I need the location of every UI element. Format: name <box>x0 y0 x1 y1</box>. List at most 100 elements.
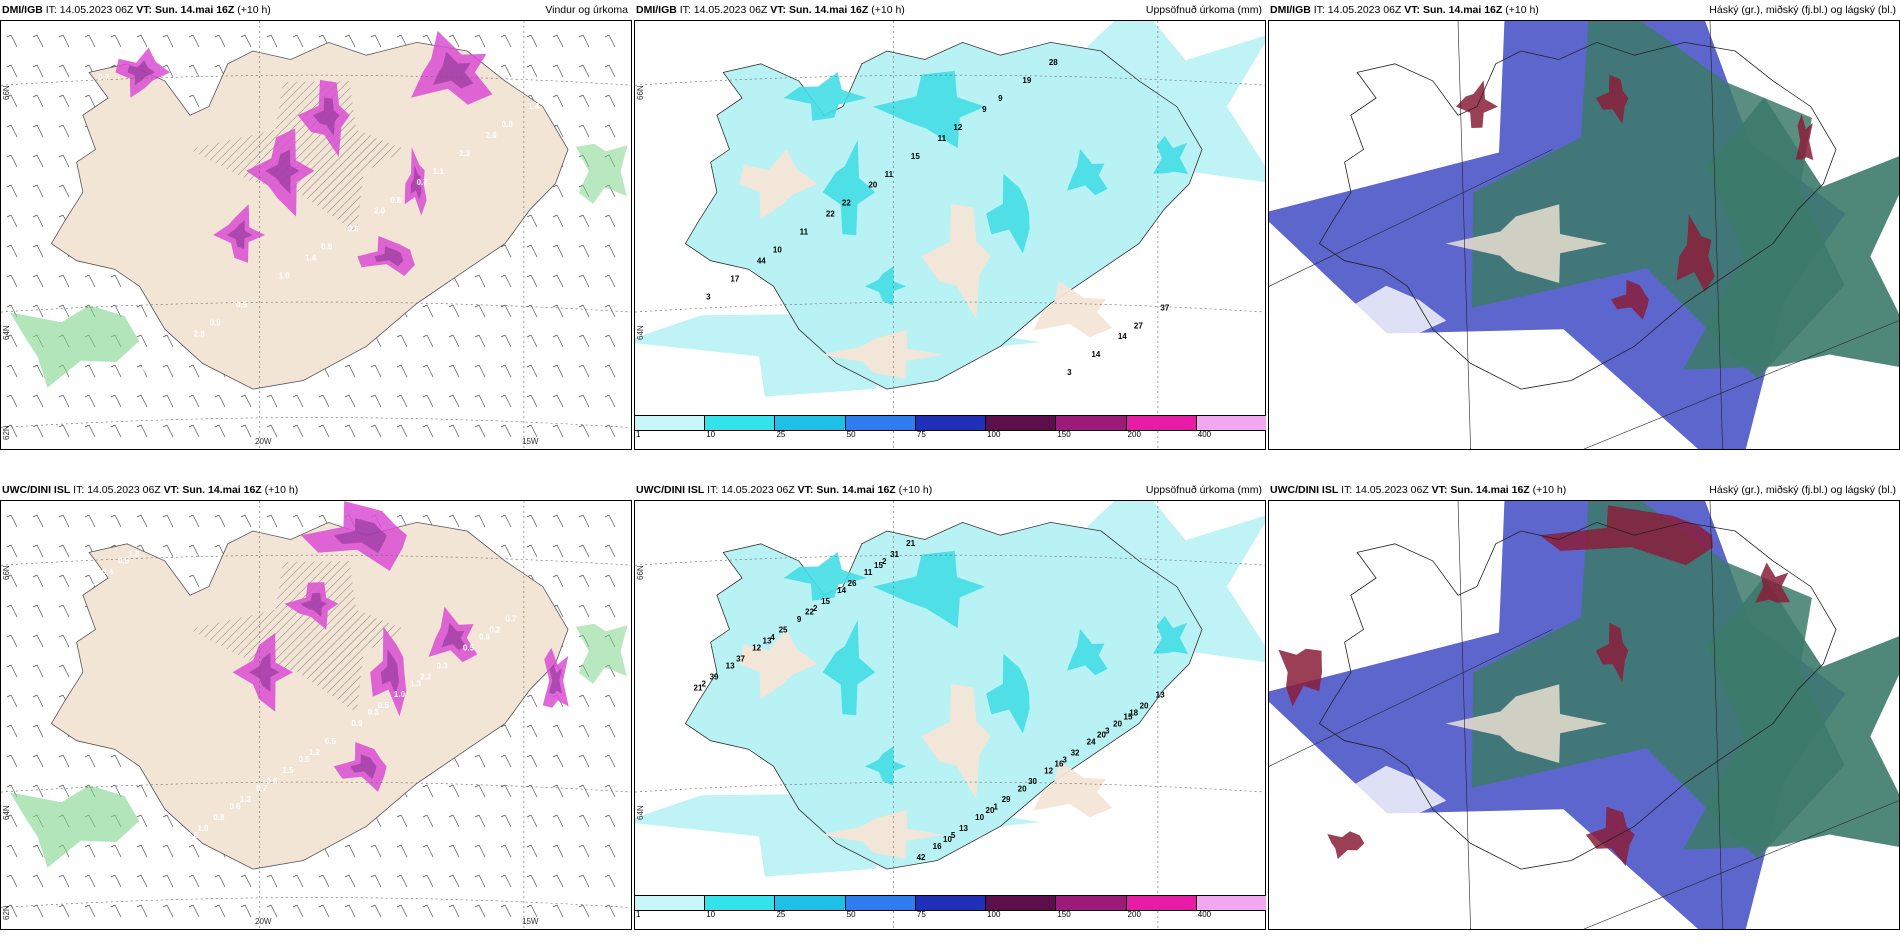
map-canvas <box>1269 21 1899 449</box>
axis-label: 64N <box>2 805 11 820</box>
vt-value: Sun. 14.mai 16Z <box>1422 4 1503 16</box>
map-value-label: 27 <box>1134 321 1143 330</box>
model-name: UWC/DINI ISL <box>2 484 71 496</box>
low-cloud-area <box>1595 74 1629 124</box>
low-cloud-area <box>1595 622 1629 682</box>
map-value-label: 0.4 <box>75 586 87 595</box>
product-name: Uppsöfnuð úrkoma (mm) <box>1145 484 1262 496</box>
it-label: IT: <box>1313 4 1325 16</box>
vt-value: Sun. 14.mai 16Z <box>816 484 896 496</box>
map-value-label: 0.8 <box>213 813 225 822</box>
dry-area <box>739 629 818 700</box>
color-scale-tick: 200 <box>1127 910 1141 919</box>
color-scale-cell <box>704 895 775 911</box>
map-value-label: 9 <box>797 615 802 624</box>
map-value-label: 0.9 <box>351 719 363 728</box>
color-scale-tick: 25 <box>776 910 786 919</box>
map-value-label: 14 <box>1118 332 1127 341</box>
map-value-label: 18 <box>1129 709 1138 718</box>
precip-core <box>127 60 155 86</box>
axis-label: 66N <box>636 565 645 580</box>
map-value-label: 2 <box>701 680 706 689</box>
low-cloud-area <box>1755 562 1791 603</box>
map-value-label: 1.3 <box>410 679 422 688</box>
map-value-label: 13 <box>1156 691 1165 700</box>
it-value: 14.05.2023 06Z <box>59 4 134 16</box>
low-cloud-area <box>1585 806 1635 866</box>
map-value-label: 20 <box>868 181 877 190</box>
color-scale-tick: 150 <box>1057 910 1071 919</box>
map-value-label: 28 <box>1049 58 1058 67</box>
color-scale-cell <box>1125 895 1196 911</box>
heavy-precip-area <box>1153 135 1189 174</box>
low-cloud-area <box>1278 648 1322 707</box>
color-scale-tick: 50 <box>846 910 856 919</box>
vt-label: VT: <box>797 484 814 496</box>
lead-time: (+10 h) <box>237 4 271 16</box>
axis-label: 20W <box>255 437 272 446</box>
axis-label: 64N <box>636 805 645 820</box>
dry-area <box>1033 280 1113 338</box>
map-value-label: 1.1 <box>433 167 445 176</box>
map-value-label: 2.3 <box>459 149 471 158</box>
low-cloud-area <box>1795 114 1814 161</box>
axis-label: 62N <box>2 905 11 920</box>
color-scale-legend: 1 10 25 50 75 100 150 200 400 <box>634 895 1266 919</box>
map-value-label: 0.5 <box>118 557 130 566</box>
map-value-label: 1.0 <box>279 272 291 281</box>
map-value-label: 20 <box>1140 701 1149 710</box>
color-scale-cell <box>704 415 775 431</box>
snow-hatch-area <box>189 561 406 713</box>
model-name: DMI/IGB <box>2 4 43 16</box>
precip-core <box>226 219 253 249</box>
heavy-precip-area <box>986 173 1030 254</box>
precip-core <box>313 97 340 137</box>
color-scale-cell <box>634 895 705 911</box>
it-value: 14.05.2023 06Z <box>1327 4 1402 16</box>
vt-value: Sun. 14.mai 16Z <box>1450 484 1530 496</box>
map-value-label: 20 <box>986 806 995 815</box>
it-label: IT: <box>679 4 691 16</box>
map-value-label: 1.8 <box>128 550 140 559</box>
color-scale-tick: 100 <box>987 430 1001 439</box>
low-cloud-area <box>1539 505 1713 566</box>
map-value-label: 0.2 <box>489 625 501 634</box>
low-cloud-area <box>1327 831 1365 859</box>
map-value-label: 42 <box>917 853 926 862</box>
panel-title: DMI/IGB IT: 14.05.2023 06Z VT: Sun. 14.m… <box>634 0 1266 20</box>
map-value-label: 10 <box>943 835 952 844</box>
land-mass <box>50 521 569 870</box>
map-panel-cloud-uwc: UWC/DINI ISL IT: 14.05.2023 06Z VT: Sun.… <box>1268 480 1900 930</box>
map-value-label: 17 <box>730 274 739 283</box>
axis-label: 62N <box>2 425 11 440</box>
map-area: 0.7 2.0 2.8 2.6 1.4 2.0 0.7 0.5 1.4 0.6 1.2 2.3 1.0 0… <box>0 20 632 450</box>
map-area <box>1268 20 1900 450</box>
map-value-label: 2 <box>882 557 887 566</box>
heavy-precip-area <box>783 72 868 121</box>
map-value-label: 10 <box>773 246 782 255</box>
axis-label: 66N <box>2 565 11 580</box>
lead-time: (+10 h) <box>1532 484 1567 496</box>
axis-label: 15W <box>522 917 539 926</box>
precip-core <box>374 246 404 267</box>
map-value-label: 2.6 <box>486 131 498 140</box>
color-scale-tick: 400 <box>1197 910 1212 919</box>
dry-area <box>821 809 945 859</box>
high-cloud-area <box>1683 577 1899 850</box>
heavy-precip-area <box>865 746 907 786</box>
color-scale-tick: 200 <box>1127 430 1141 439</box>
color-scale-tick: 25 <box>776 430 786 439</box>
map-value-label: 5 <box>951 831 956 840</box>
clear-area <box>1296 285 1447 363</box>
heavy-precip-area <box>783 552 868 601</box>
map-value-label: 14 <box>1091 350 1100 359</box>
map-value-label: 15 <box>911 152 920 161</box>
color-scale-tick: 1 <box>636 430 641 439</box>
color-scale-tick: 50 <box>846 430 856 439</box>
heavy-precip-area <box>822 140 876 236</box>
color-scale-cell <box>844 895 915 911</box>
map-value-label: 0.7 <box>417 178 429 187</box>
land-mass <box>684 41 1203 390</box>
product-name: Háský (gr.), miðský (fj.bl.) og lágský (… <box>1709 484 1896 496</box>
map-value-label: 0.7 <box>505 614 517 623</box>
